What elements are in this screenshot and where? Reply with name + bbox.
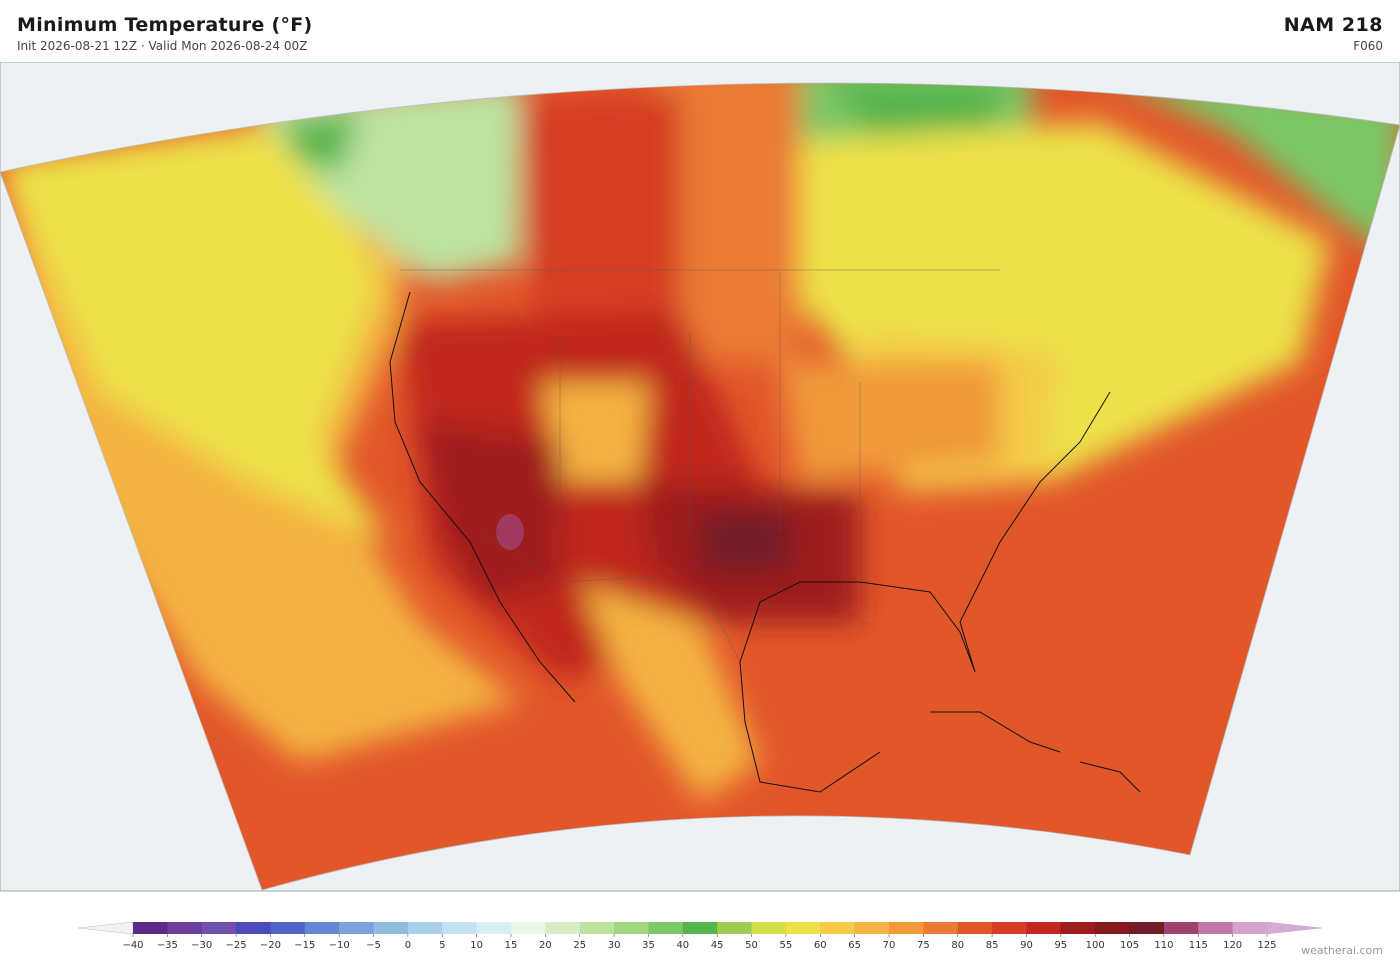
colorbar-bin [167, 922, 203, 934]
colorbar-bin [201, 922, 237, 934]
colorbar-bin [1163, 922, 1199, 934]
colorbar-tick-label: 65 [848, 940, 861, 951]
colorbar-bin [236, 922, 271, 934]
colorbar-tick-label: −20 [260, 940, 281, 951]
map [0, 62, 1400, 892]
colorbar-tick-label: 50 [745, 940, 758, 951]
colorbar-bin [1232, 922, 1268, 934]
colorbar-tick-label: 110 [1154, 940, 1173, 951]
coastlines [389, 291, 1141, 793]
colorbar-bin [648, 922, 684, 934]
colorbar-bin [751, 922, 787, 934]
colorbar-tick-label: 125 [1257, 940, 1276, 951]
colorbar-tick-label: 85 [986, 940, 999, 951]
colorbar-bin [1198, 922, 1234, 934]
colorbar-tick-label: 75 [917, 940, 930, 951]
colorbar-under [77, 921, 134, 935]
colorbar-tick-label: 35 [642, 940, 655, 951]
colorbar-bin [889, 922, 924, 934]
colorbar-bin [1095, 922, 1131, 934]
temperature-field [0, 83, 1400, 890]
colorbar-bin [923, 922, 959, 934]
colorbar-bin [133, 922, 168, 934]
colorbar-tick-label: 120 [1223, 940, 1242, 951]
colorbar-tick-label: 115 [1189, 940, 1208, 951]
colorbar-tick-label: 15 [505, 940, 518, 951]
model-name: NAM 218 [1283, 14, 1383, 36]
colorbar-bin [820, 922, 856, 934]
colorbar-tick-label: 90 [1020, 940, 1033, 951]
colorbar-tick-label: −35 [157, 940, 178, 951]
colorbar-tick-label: 60 [814, 940, 827, 951]
colorbar: −40 −35 −30 −25 −20 −15 −10 −5 0 5 10 15 20 25 30 35 40 4… [77, 921, 1323, 951]
colorbar-tick-label: 45 [711, 940, 724, 951]
colorbar-tick-label: 105 [1120, 940, 1139, 951]
colorbar-tick-label: 55 [780, 940, 793, 951]
map-title: Minimum Temperature (°F) [17, 14, 313, 36]
colorbar-bin [270, 922, 306, 934]
colorbar-tick-label: −40 [122, 940, 143, 951]
colorbar-tick-label: 20 [539, 940, 552, 951]
colorbar-tick-label: 100 [1086, 940, 1105, 951]
colorbar-tick-label: 25 [573, 940, 586, 951]
colorbar-tick-label: 0 [405, 940, 411, 951]
borders [400, 269, 1000, 663]
colorbar-tick-label: −10 [329, 940, 350, 951]
colorbar-bin [785, 922, 821, 934]
credit: weatherai.com [1301, 944, 1383, 957]
colorbar-tick-label: 40 [676, 940, 689, 951]
colorbar-over [1266, 921, 1323, 935]
forecast-hour: F060 [1353, 39, 1383, 53]
colorbar-tick-label: −5 [366, 940, 381, 951]
colorbar-bin [957, 922, 993, 934]
colorbar-tick-label: 70 [883, 940, 896, 951]
colorbar-bin [992, 922, 1027, 934]
colorbar-tick-label: 80 [951, 940, 964, 951]
colorbar-bin [545, 922, 581, 934]
colorbar-bin [511, 922, 546, 934]
colorbar-tick-label: 95 [1054, 940, 1067, 951]
colorbar-bin [579, 922, 615, 934]
colorbar-bin [373, 922, 409, 934]
colorbar-bin [854, 922, 890, 934]
colorbar-tick-label: 10 [470, 940, 483, 951]
colorbar-bin [682, 922, 718, 934]
colorbar-tick-label: −25 [226, 940, 247, 951]
colorbar-bin [304, 922, 340, 934]
colorbar-tick-label: −15 [294, 940, 315, 951]
colorbar-bin [1026, 922, 1062, 934]
colorbar-bin [717, 922, 753, 934]
run-info: Init 2026-08-21 12Z · Valid Mon 2026-08-… [17, 39, 308, 53]
colorbar-tick-label: 5 [439, 940, 445, 951]
colorbar-bin [1060, 922, 1096, 934]
colorbar-bin [476, 922, 512, 934]
colorbar-tick-label: 30 [608, 940, 621, 951]
colorbar-bin [614, 922, 649, 934]
colorbar-bin [1129, 922, 1165, 934]
colorbar-tick-label: −30 [191, 940, 212, 951]
colorbar-bin [339, 922, 375, 934]
colorbar-bin [407, 922, 443, 934]
colorbar-bin [442, 922, 478, 934]
